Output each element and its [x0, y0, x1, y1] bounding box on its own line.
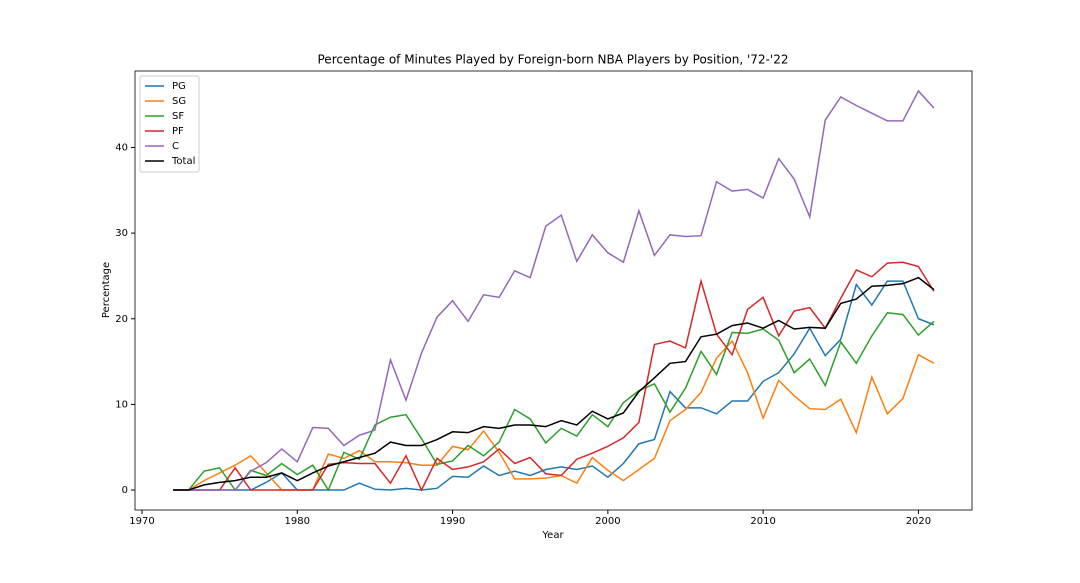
series-line: [173, 311, 935, 492]
series-line: [173, 261, 935, 492]
y-tick-label: 20: [115, 314, 128, 325]
x-tick-label: 1980: [285, 516, 310, 527]
y-tick-label: 40: [115, 142, 128, 153]
x-axis-label: Year: [541, 530, 564, 541]
series-line: [173, 89, 935, 491]
x-tick-label: 2010: [750, 516, 775, 527]
legend-label: PF: [172, 126, 184, 137]
legend-label: Total: [171, 156, 195, 167]
y-axis-label: Percentage: [101, 262, 112, 318]
x-tick-label: 1990: [440, 516, 465, 527]
legend-label: C: [172, 141, 179, 152]
series-line: [173, 276, 935, 491]
legend-box: [139, 75, 200, 173]
y-tick-label: 30: [115, 228, 128, 239]
x-tick-label: 2000: [595, 516, 620, 527]
y-tick-label: 10: [115, 399, 128, 410]
legend-label: SF: [172, 111, 184, 122]
plot-frame: [134, 70, 973, 511]
legend-label: SG: [172, 96, 186, 107]
y-tick-label: 0: [122, 485, 128, 496]
chart-title: Percentage of Minutes Played by Foreign-…: [318, 53, 789, 67]
x-tick-label: 1970: [129, 516, 154, 527]
x-tick-label: 2020: [906, 516, 931, 527]
legend-label: PG: [172, 81, 186, 92]
